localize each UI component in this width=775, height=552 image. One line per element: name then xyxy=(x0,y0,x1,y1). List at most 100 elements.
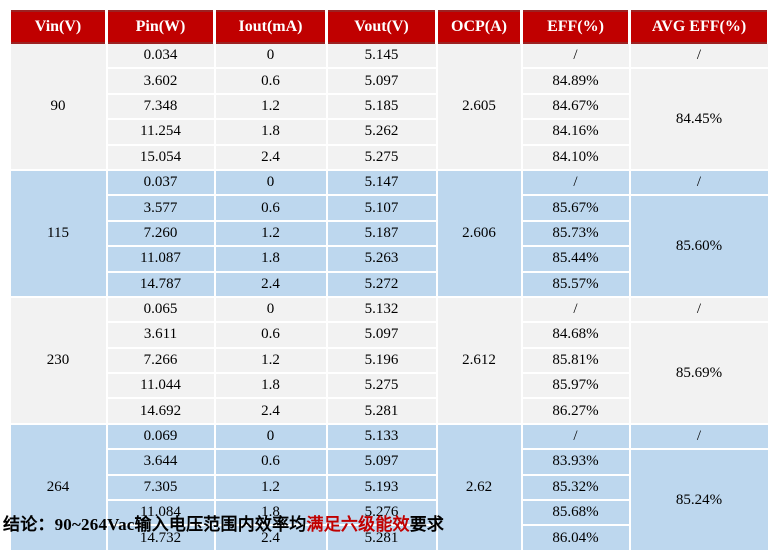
eff-cell: 85.68% xyxy=(520,499,631,527)
table-row: 14.787 2.4 5.272 85.57% xyxy=(10,270,769,298)
table-row: 11.044 1.8 5.275 85.97% xyxy=(10,372,769,400)
iout-cell: 1.2 xyxy=(213,92,328,121)
col-header-pin: Pin(W) xyxy=(105,10,216,44)
vin-cell: 90 xyxy=(8,42,108,171)
pin-cell: 11.254 xyxy=(105,118,216,146)
pin-cell: 0.065 xyxy=(105,295,216,324)
pin-cell: 15.054 xyxy=(105,143,216,171)
eff-cell: / xyxy=(520,422,631,451)
iout-cell: 2.4 xyxy=(213,143,328,171)
iout-cell: 1.2 xyxy=(213,219,328,248)
table-row: 7.260 1.2 5.187 85.73% xyxy=(10,219,769,248)
ocp-cell: 2.612 xyxy=(435,295,523,425)
table-row: 3.577 0.6 5.107 85.67% 85.60% xyxy=(10,194,770,298)
eff-cell: 85.32% xyxy=(520,473,631,502)
vout-cell: 5.145 xyxy=(325,41,438,70)
iout-cell: 2.4 xyxy=(213,397,328,425)
eff-cell: 85.57% xyxy=(520,270,631,298)
pin-cell: 7.348 xyxy=(105,92,216,121)
pin-cell: 3.602 xyxy=(105,67,216,95)
iout-cell: 1.8 xyxy=(213,499,328,527)
vout-cell: 5.187 xyxy=(325,219,438,248)
avg-eff-cell: 84.45% xyxy=(628,67,770,171)
eff-cell: 84.68% xyxy=(520,321,631,349)
table-row: 11.254 1.8 5.262 84.16% xyxy=(10,118,769,146)
iout-cell: 0 xyxy=(213,295,328,324)
pin-cell: 11.044 xyxy=(105,372,216,400)
pin-cell: 0.069 xyxy=(105,422,216,451)
pin-cell: 14.787 xyxy=(105,270,216,298)
col-header-ocp: OCP(A) xyxy=(435,10,523,44)
iout-cell: 0 xyxy=(213,168,328,197)
conclusion-text-1: 90~264Vac输入电压范围内效率均 xyxy=(54,515,307,534)
iout-cell: 1.8 xyxy=(213,372,328,400)
vout-cell: 5.147 xyxy=(325,168,438,197)
pin-cell: 3.644 xyxy=(105,448,216,476)
table-row: 90 0.034 0 5.145 2.605 / / xyxy=(8,41,770,171)
vout-cell: 5.193 xyxy=(325,473,438,502)
vout-cell: 5.132 xyxy=(325,295,438,324)
eff-cell: 84.89% xyxy=(520,67,631,95)
vout-cell: 5.275 xyxy=(325,143,438,171)
table-row: 11.084 1.8 5.276 85.68% xyxy=(10,499,769,527)
col-header-eff: EFF(%) xyxy=(520,10,631,44)
table-row: 264 0.069 0 5.133 2.62 / / xyxy=(8,422,770,552)
eff-cell: 85.67% xyxy=(520,194,631,222)
header-row: Vin(V) Pin(W) Iout(mA) Vout(V) OCP(A) EF… xyxy=(8,10,770,44)
pin-cell: 11.084 xyxy=(105,499,216,527)
pin-cell: 7.305 xyxy=(105,473,216,502)
ocp-cell: 2.62 xyxy=(435,422,523,552)
table-row: 3.644 0.6 5.097 83.93% 85.24% xyxy=(10,448,770,552)
pin-cell: 3.611 xyxy=(105,321,216,349)
table-row: 230 0.065 0 5.132 2.612 / / xyxy=(8,295,770,425)
eff-cell: 85.97% xyxy=(520,372,631,400)
vin-cell: 115 xyxy=(8,168,108,298)
pin-cell: 11.087 xyxy=(105,245,216,273)
vout-cell: 5.097 xyxy=(325,321,438,349)
vout-cell: 5.097 xyxy=(325,67,438,95)
eff-cell: 84.10% xyxy=(520,143,631,171)
avg-eff-cell: 85.24% xyxy=(628,448,770,552)
vout-cell: 5.276 xyxy=(325,499,438,527)
efficiency-table-container: Vin(V) Pin(W) Iout(mA) Vout(V) OCP(A) EF… xyxy=(8,10,770,552)
eff-cell: / xyxy=(520,41,631,70)
conclusion-text-2: 要求 xyxy=(409,515,445,534)
table-row: 7.348 1.2 5.185 84.67% xyxy=(10,92,769,121)
eff-cell: 86.27% xyxy=(520,397,631,425)
conclusion-highlight: 满足六级能效 xyxy=(306,515,410,534)
eff-cell: 84.16% xyxy=(520,118,631,146)
vin-cell: 230 xyxy=(8,295,108,425)
eff-cell: 84.67% xyxy=(520,92,631,121)
table-row: 15.054 2.4 5.275 84.10% xyxy=(10,143,769,171)
efficiency-table: Vin(V) Pin(W) Iout(mA) Vout(V) OCP(A) EF… xyxy=(8,10,770,552)
iout-cell: 0.6 xyxy=(213,321,328,349)
vin-cell: 264 xyxy=(8,422,108,552)
avg-eff-cell: 85.60% xyxy=(628,194,770,298)
vout-cell: 5.262 xyxy=(325,118,438,146)
vout-cell: 5.185 xyxy=(325,92,438,121)
iout-cell: 0.6 xyxy=(213,67,328,95)
ocp-cell: 2.605 xyxy=(435,42,523,171)
iout-cell: 1.2 xyxy=(213,473,328,502)
avg-eff-cell: 85.69% xyxy=(628,321,770,425)
avg-eff-cell: / xyxy=(628,422,770,451)
eff-cell: 85.81% xyxy=(520,346,631,375)
vout-cell: 5.107 xyxy=(325,194,438,222)
table-row: 3.611 0.6 5.097 84.68% 85.69% xyxy=(10,321,770,425)
table-row: 3.602 0.6 5.097 84.89% 84.45% xyxy=(10,67,770,171)
eff-cell: 86.04% xyxy=(520,524,631,552)
avg-eff-cell: / xyxy=(628,41,770,70)
eff-cell: / xyxy=(520,295,631,324)
iout-cell: 1.2 xyxy=(213,346,328,375)
iout-cell: 0.6 xyxy=(213,194,328,222)
conclusion-line: 结论：90~264Vac输入电压范围内效率均满足六级能效要求 xyxy=(3,510,444,535)
pin-cell: 3.577 xyxy=(105,194,216,222)
pin-cell: 14.692 xyxy=(105,397,216,425)
iout-cell: 0 xyxy=(213,41,328,70)
pin-cell: 0.037 xyxy=(105,168,216,197)
vout-cell: 5.196 xyxy=(325,346,438,375)
vout-cell: 5.281 xyxy=(325,397,438,425)
eff-cell: 85.44% xyxy=(520,245,631,273)
iout-cell: 1.8 xyxy=(213,245,328,273)
col-header-iout: Iout(mA) xyxy=(213,10,328,44)
